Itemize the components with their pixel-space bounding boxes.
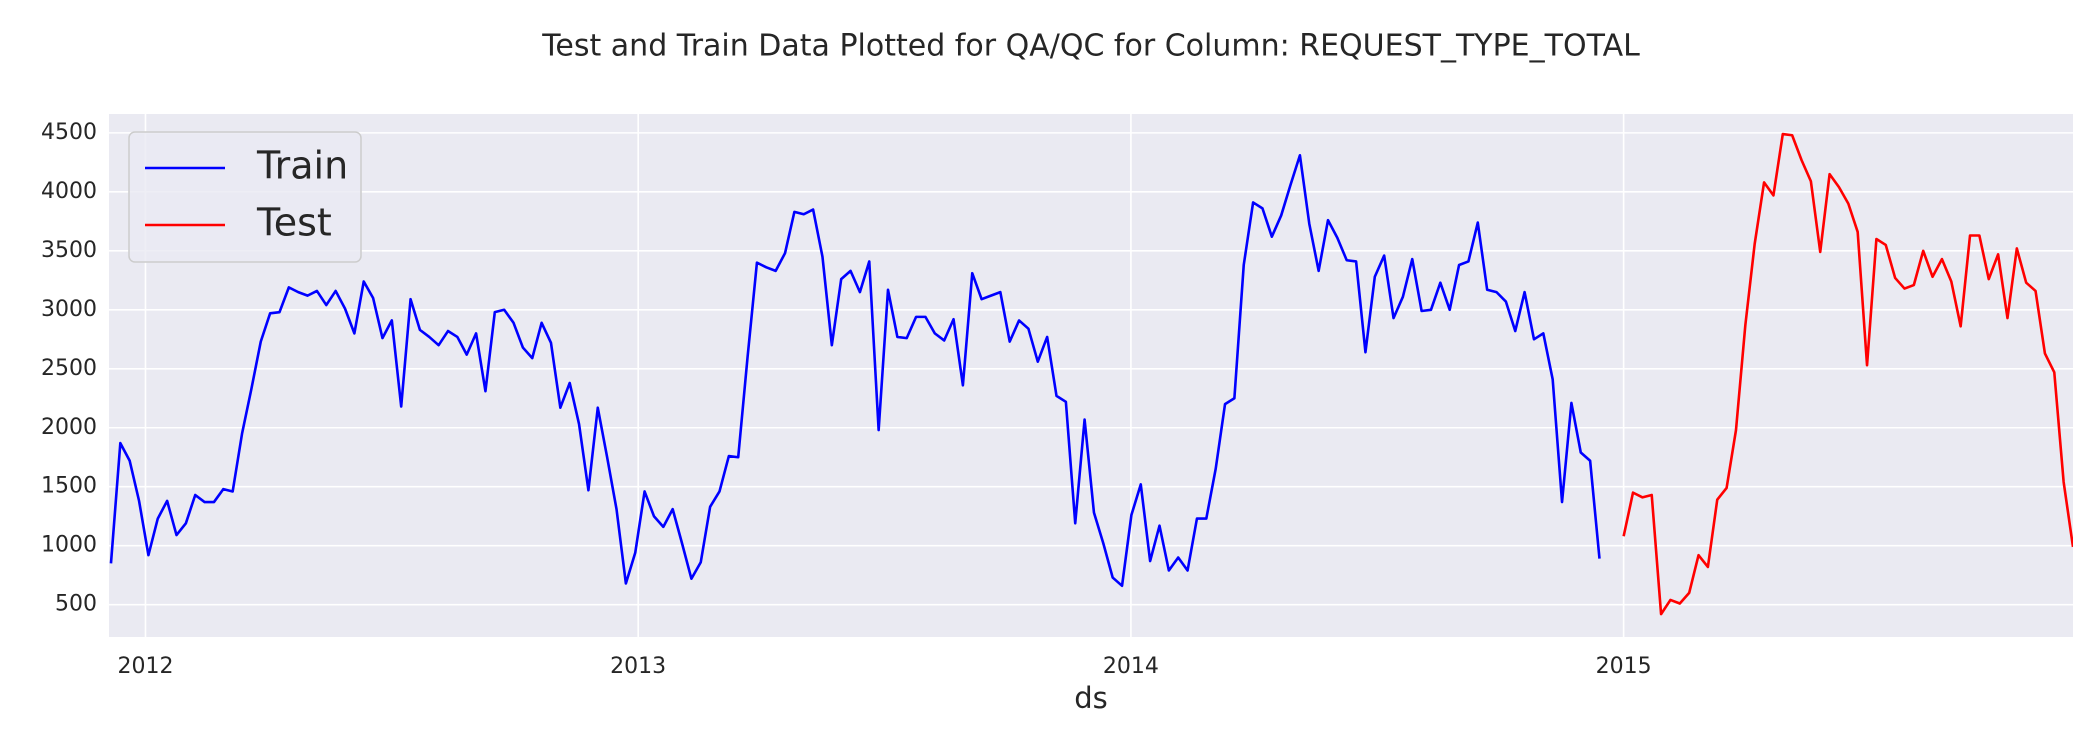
x-tick-label: 2013 bbox=[610, 654, 666, 679]
y-tick-label: 3500 bbox=[41, 238, 97, 263]
x-axis-label: ds bbox=[1074, 681, 1108, 715]
x-tick-label: 2014 bbox=[1103, 654, 1159, 679]
chart-title: Test and Train Data Plotted for QA/QC fo… bbox=[541, 29, 1640, 64]
legend-label: Test bbox=[256, 201, 332, 245]
y-tick-label: 3000 bbox=[41, 297, 97, 322]
y-tick-label: 2000 bbox=[41, 415, 97, 440]
y-tick-label: 2500 bbox=[41, 356, 97, 381]
data-line bbox=[109, 153, 1601, 588]
legend-box bbox=[128, 131, 362, 263]
y-tick-label: 4500 bbox=[41, 120, 97, 145]
y-tick-label: 1000 bbox=[41, 533, 97, 558]
y-tick-label: 1500 bbox=[41, 474, 97, 499]
plot-area bbox=[109, 114, 2073, 637]
y-tick-label: 500 bbox=[55, 592, 97, 617]
x-tick-label: 2012 bbox=[117, 654, 173, 679]
x-tick-label: 2015 bbox=[1596, 654, 1652, 679]
y-tick-label: 4000 bbox=[41, 179, 97, 204]
legend-label: Train bbox=[256, 144, 348, 188]
data-line bbox=[1622, 132, 2073, 616]
